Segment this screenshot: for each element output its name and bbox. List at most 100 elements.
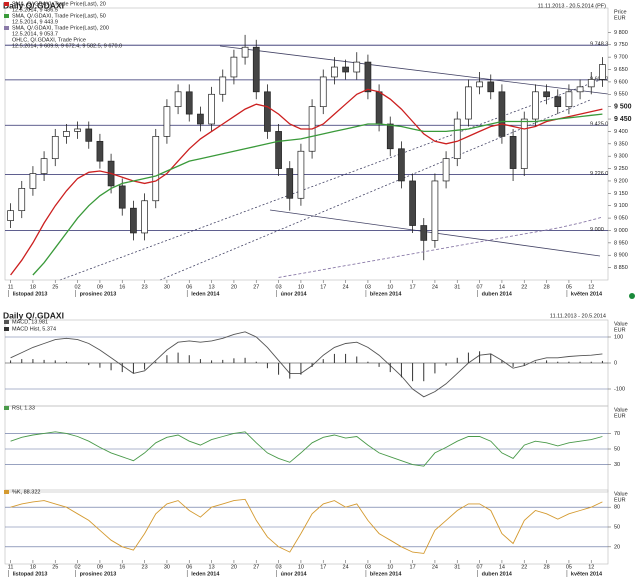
y-tick-label: 9 450 [614,116,632,123]
y-axis-unit: EUR [614,15,626,21]
candle-body [275,131,282,169]
month-label: květen 2014 [571,571,603,577]
x-tick-label: 03 [365,284,371,290]
candle-body [252,46,260,93]
y-axis-label: Price [614,9,627,15]
y-tick-label: 9 400 [614,129,628,135]
x-tick-label: 05 [566,284,572,290]
month-label: duben 2014 [482,291,513,297]
candle-body [476,81,483,88]
y-axis-unit: EUR [614,413,626,419]
x-tick-label: 10 [298,284,304,290]
y-tick-label: 9 150 [614,191,628,197]
candle-body [576,86,584,93]
x-tick-label: 07 [477,284,483,290]
candle-body [498,91,506,137]
x-tick-label: 03 [276,564,282,570]
level-label: 9 000 [590,227,604,233]
candle-body [465,86,472,120]
x-tick-label: 12 [588,564,594,570]
x-tick-label: 13 [209,564,215,570]
legend-entry: RSI, 1.33 [12,405,35,411]
candle-body [241,46,249,58]
x-tick-label: 16 [119,564,125,570]
y-axis-label: Value [614,321,628,327]
candle-body [118,185,126,209]
candle-body [40,158,48,174]
x-tick-label: 27 [253,564,259,570]
x-tick-label: 07 [477,564,483,570]
y-axis-unit: EUR [614,497,626,503]
candle-body [375,91,383,125]
x-tick-label: 10 [387,284,393,290]
y-tick-label: 9 700 [614,55,628,61]
status-dot [629,293,635,299]
x-tick-label: 30 [164,284,170,290]
legend-entry: SMA, Q/.GDAXI, Trade Price(Last), 20 [12,1,106,7]
y-tick-label: 80 [614,505,620,511]
trend-line [219,45,609,95]
x-tick-label: 02 [75,564,81,570]
candle-body [230,56,238,78]
x-tick-label: 25 [52,284,58,290]
legend-entry: %K, 88.322 [12,489,40,495]
x-tick-label: 12 [588,284,594,290]
candle-body [587,79,595,88]
x-tick-label: 30 [164,564,170,570]
x-tick-label: 31 [454,284,460,290]
candle-body [174,91,182,108]
x-tick-label: 20 [231,284,237,290]
candle-body [264,91,271,132]
candle-body [152,136,160,202]
month-label: březen 2014 [370,571,402,577]
x-tick-label: 22 [521,564,527,570]
candle-body [163,106,171,137]
legend-swatch [4,490,9,494]
y-tick-label: 30 [614,462,620,468]
y-tick-label: 9 100 [614,203,628,209]
x-tick-label: 17 [320,284,326,290]
y-tick-label: 9 050 [614,216,628,222]
series-line [10,88,603,276]
series-line [10,331,603,398]
y-tick-label: 9 300 [614,154,628,160]
x-tick-label: 05 [566,564,572,570]
x-tick-label: 11 [8,564,14,570]
candle-body [7,210,14,221]
x-tick-label: 28 [544,564,550,570]
x-tick-label: 18 [30,284,36,290]
month-label: únor 2014 [281,291,308,297]
candle-body [331,66,338,78]
legend-entry: MACD, 13.981 [12,319,48,325]
y-tick-label: 9 200 [614,178,628,184]
candle-body [319,76,327,108]
x-tick-label: 25 [52,564,58,570]
x-tick-label: 09 [97,284,103,290]
legend-swatch [4,320,9,324]
month-label: leden 2014 [191,571,220,577]
panel-subtitle: 11.11.2013 - 20.5.2014 [550,313,606,319]
y-axis-unit: EUR [614,327,626,333]
x-tick-label: 17 [410,284,416,290]
y-axis-label: Value [614,491,628,497]
y-tick-label: 9 600 [614,79,628,85]
y-tick-label: 9 500 [614,104,632,111]
x-tick-label: 06 [186,564,192,570]
legend-value: 12.5.2014, 9 443.9 [12,19,58,25]
x-tick-label: 24 [343,284,349,290]
candle-body [442,158,450,182]
x-tick-label: 24 [432,564,438,570]
y-tick-label: 50 [614,446,620,452]
x-tick-label: 16 [119,284,125,290]
candle-body [487,81,495,93]
candle-body [141,200,148,234]
legend-value: 12.5.2014, 9 053.7 [12,31,58,37]
candle-body [353,61,361,73]
x-tick-label: 23 [142,284,148,290]
candle-body [297,150,305,199]
y-tick-label: 0 [614,360,617,366]
y-tick-label: 70 [614,431,620,437]
series-line [10,431,603,467]
candle-body [208,93,215,125]
x-tick-label: 23 [142,564,148,570]
